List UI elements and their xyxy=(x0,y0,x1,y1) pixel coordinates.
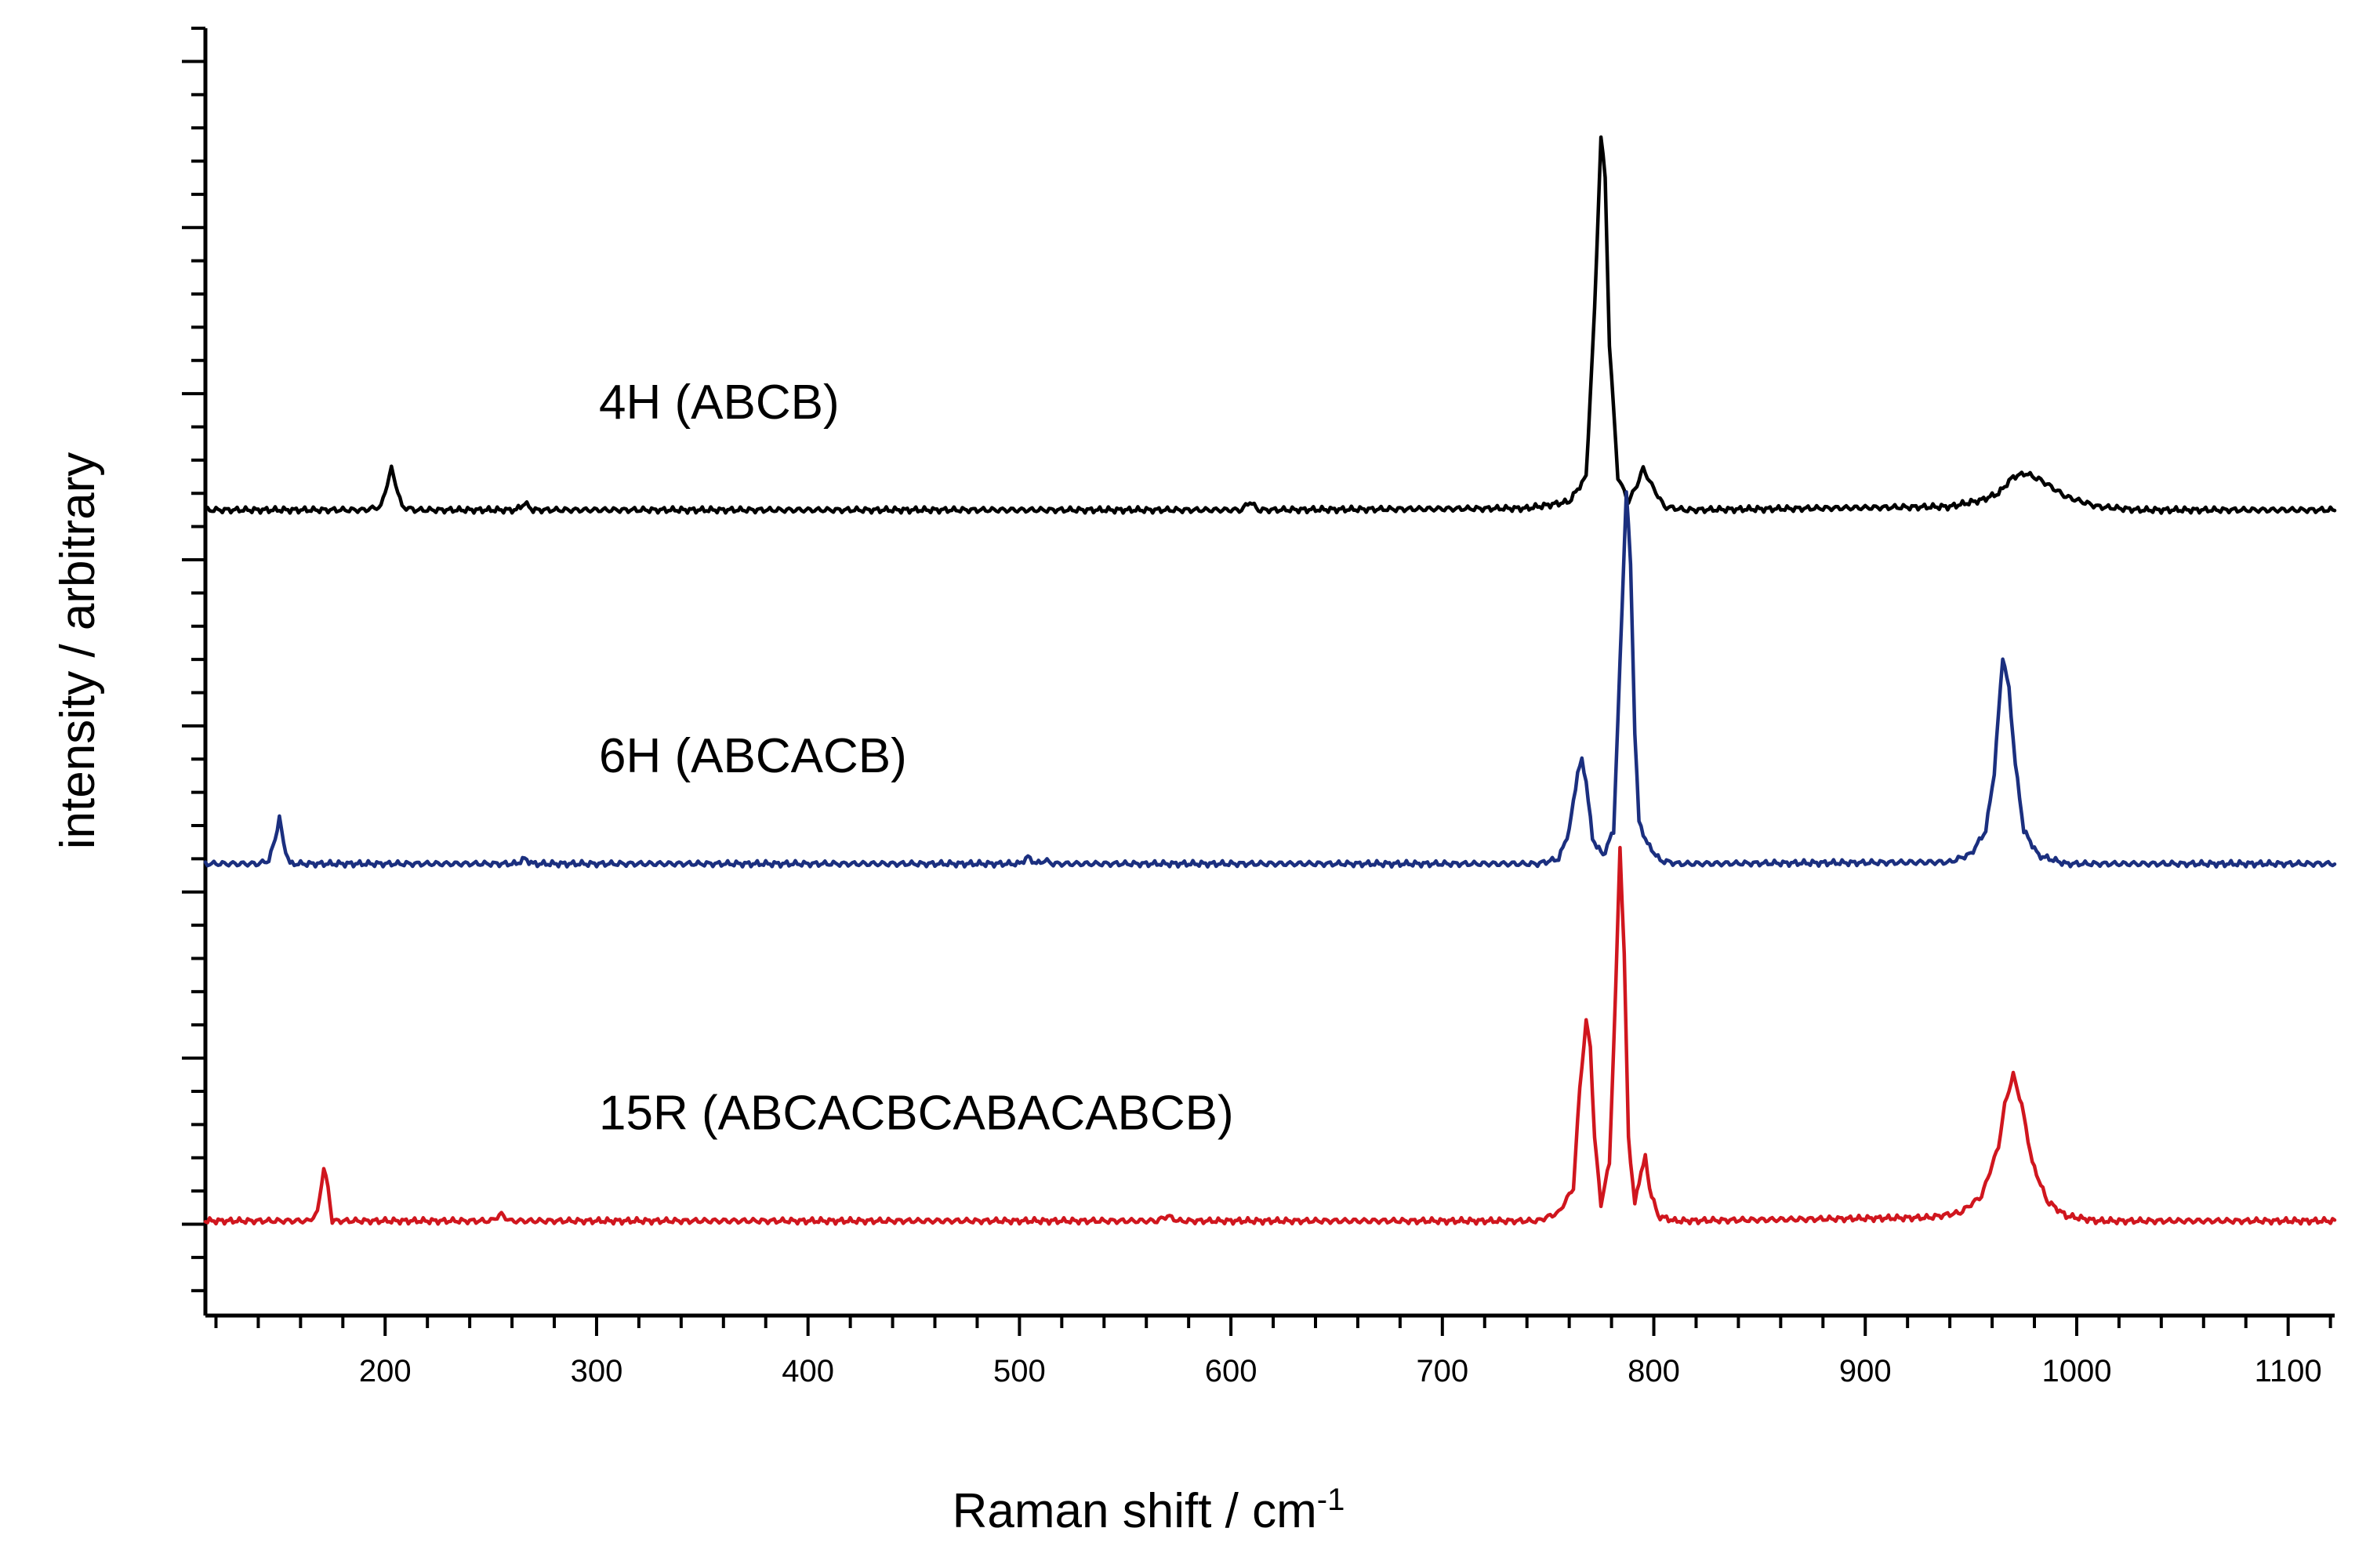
ticks: 200 300 400 500 600 700 800 900 1000 1100 xyxy=(182,27,2332,1388)
x-tick-label: 1000 xyxy=(2041,1354,2111,1388)
series-label-6h: 6H (ABCACB) xyxy=(599,729,907,783)
x-tick-label: 700 xyxy=(1416,1354,1468,1388)
x-tick-label: 1100 xyxy=(2255,1354,2322,1388)
x-tick-label: 200 xyxy=(359,1354,412,1388)
series-line-15r xyxy=(203,845,2337,1226)
x-tick-label: 600 xyxy=(1205,1354,1257,1388)
x-axis-label: Raman shift / cm-1 xyxy=(953,1483,1345,1538)
x-tick-label: 400 xyxy=(782,1354,834,1388)
x-tick-label: 800 xyxy=(1628,1354,1680,1388)
axes xyxy=(203,28,2335,1318)
x-tick-label: 500 xyxy=(993,1354,1046,1388)
series-line-6h xyxy=(203,490,2337,869)
series-label-4h: 4H (ABCB) xyxy=(599,376,840,430)
x-tick-label: 900 xyxy=(1839,1354,1892,1388)
x-tick-label: 300 xyxy=(571,1354,623,1388)
series-label-15r: 15R (ABCACBCABACABCB) xyxy=(599,1087,1234,1141)
series-lines xyxy=(203,135,2337,1226)
y-axis-label: intensity / arbitrary xyxy=(51,452,105,850)
series-line-4h xyxy=(203,135,2337,515)
labels: Raman shift / cm-1 intensity / arbitrary… xyxy=(51,376,1345,1538)
